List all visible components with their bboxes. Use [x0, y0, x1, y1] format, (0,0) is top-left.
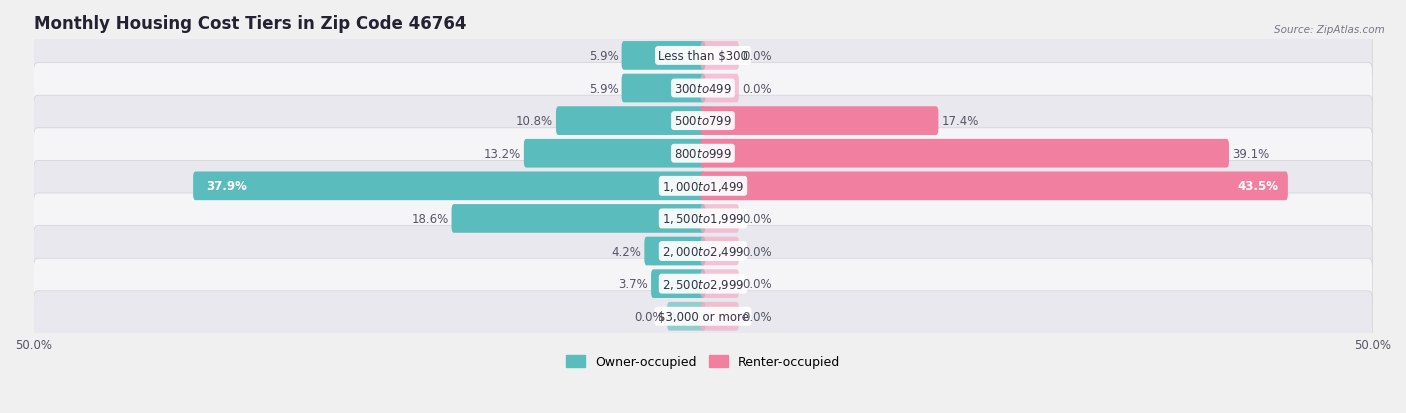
- Text: 37.9%: 37.9%: [207, 180, 247, 193]
- FancyBboxPatch shape: [644, 237, 706, 266]
- FancyBboxPatch shape: [651, 270, 706, 298]
- Text: $500 to $799: $500 to $799: [673, 115, 733, 128]
- Text: $800 to $999: $800 to $999: [673, 147, 733, 160]
- Text: 5.9%: 5.9%: [589, 82, 619, 95]
- FancyBboxPatch shape: [34, 226, 1372, 277]
- FancyBboxPatch shape: [34, 161, 1372, 212]
- Text: 13.2%: 13.2%: [484, 147, 520, 160]
- Text: 0.0%: 0.0%: [742, 82, 772, 95]
- FancyBboxPatch shape: [700, 74, 740, 103]
- FancyBboxPatch shape: [451, 204, 706, 233]
- FancyBboxPatch shape: [34, 31, 1372, 82]
- Text: $2,000 to $2,499: $2,000 to $2,499: [662, 244, 744, 259]
- Text: 18.6%: 18.6%: [412, 212, 449, 225]
- Text: $1,500 to $1,999: $1,500 to $1,999: [662, 212, 744, 226]
- Text: $300 to $499: $300 to $499: [673, 82, 733, 95]
- Text: 43.5%: 43.5%: [1237, 180, 1279, 193]
- FancyBboxPatch shape: [621, 74, 706, 103]
- Text: 3.7%: 3.7%: [619, 278, 648, 290]
- FancyBboxPatch shape: [700, 302, 740, 331]
- Text: Monthly Housing Cost Tiers in Zip Code 46764: Monthly Housing Cost Tiers in Zip Code 4…: [34, 15, 465, 33]
- Text: 10.8%: 10.8%: [516, 115, 553, 128]
- Text: 0.0%: 0.0%: [742, 278, 772, 290]
- Text: 0.0%: 0.0%: [634, 310, 664, 323]
- Text: $2,500 to $2,999: $2,500 to $2,999: [662, 277, 744, 291]
- Text: 17.4%: 17.4%: [942, 115, 979, 128]
- FancyBboxPatch shape: [700, 42, 740, 71]
- FancyBboxPatch shape: [700, 270, 740, 298]
- FancyBboxPatch shape: [34, 128, 1372, 179]
- Text: $3,000 or more: $3,000 or more: [658, 310, 748, 323]
- FancyBboxPatch shape: [700, 204, 740, 233]
- FancyBboxPatch shape: [555, 107, 706, 135]
- FancyBboxPatch shape: [700, 237, 740, 266]
- FancyBboxPatch shape: [700, 140, 1229, 168]
- Text: 0.0%: 0.0%: [742, 50, 772, 63]
- Text: 0.0%: 0.0%: [742, 212, 772, 225]
- Text: 0.0%: 0.0%: [742, 245, 772, 258]
- FancyBboxPatch shape: [666, 302, 706, 331]
- FancyBboxPatch shape: [524, 140, 706, 168]
- FancyBboxPatch shape: [193, 172, 706, 201]
- Text: Less than $300: Less than $300: [658, 50, 748, 63]
- FancyBboxPatch shape: [621, 42, 706, 71]
- FancyBboxPatch shape: [34, 259, 1372, 309]
- FancyBboxPatch shape: [34, 96, 1372, 147]
- Text: 39.1%: 39.1%: [1232, 147, 1270, 160]
- FancyBboxPatch shape: [700, 107, 938, 135]
- Text: $1,000 to $1,499: $1,000 to $1,499: [662, 179, 744, 193]
- Text: 4.2%: 4.2%: [612, 245, 641, 258]
- FancyBboxPatch shape: [34, 291, 1372, 342]
- Text: 5.9%: 5.9%: [589, 50, 619, 63]
- Text: 0.0%: 0.0%: [742, 310, 772, 323]
- FancyBboxPatch shape: [34, 194, 1372, 244]
- FancyBboxPatch shape: [34, 64, 1372, 114]
- Text: Source: ZipAtlas.com: Source: ZipAtlas.com: [1274, 25, 1385, 35]
- Legend: Owner-occupied, Renter-occupied: Owner-occupied, Renter-occupied: [561, 350, 845, 373]
- FancyBboxPatch shape: [700, 172, 1288, 201]
